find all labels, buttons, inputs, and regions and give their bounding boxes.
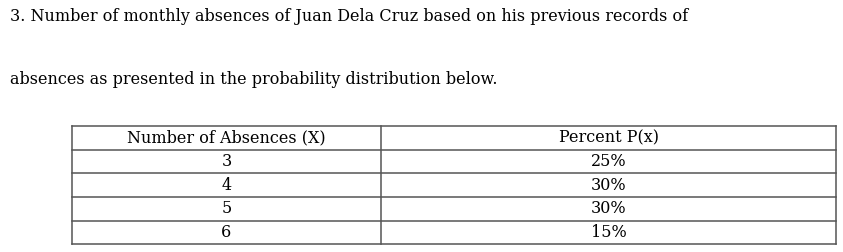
Text: 3. Number of monthly absences of Juan Dela Cruz based on his previous records of: 3. Number of monthly absences of Juan De…: [10, 8, 688, 24]
Text: 4: 4: [222, 177, 232, 194]
Text: absences as presented in the probability distribution below.: absences as presented in the probability…: [10, 71, 497, 87]
Text: 5: 5: [222, 200, 232, 217]
Text: Number of Absences (X): Number of Absences (X): [127, 129, 325, 146]
Text: 3: 3: [222, 153, 232, 170]
Text: 15%: 15%: [591, 224, 626, 241]
Text: 30%: 30%: [591, 200, 626, 217]
Text: 30%: 30%: [591, 177, 626, 194]
Text: 25%: 25%: [591, 153, 626, 170]
Text: 6: 6: [222, 224, 232, 241]
Text: Percent P(x): Percent P(x): [559, 129, 658, 146]
